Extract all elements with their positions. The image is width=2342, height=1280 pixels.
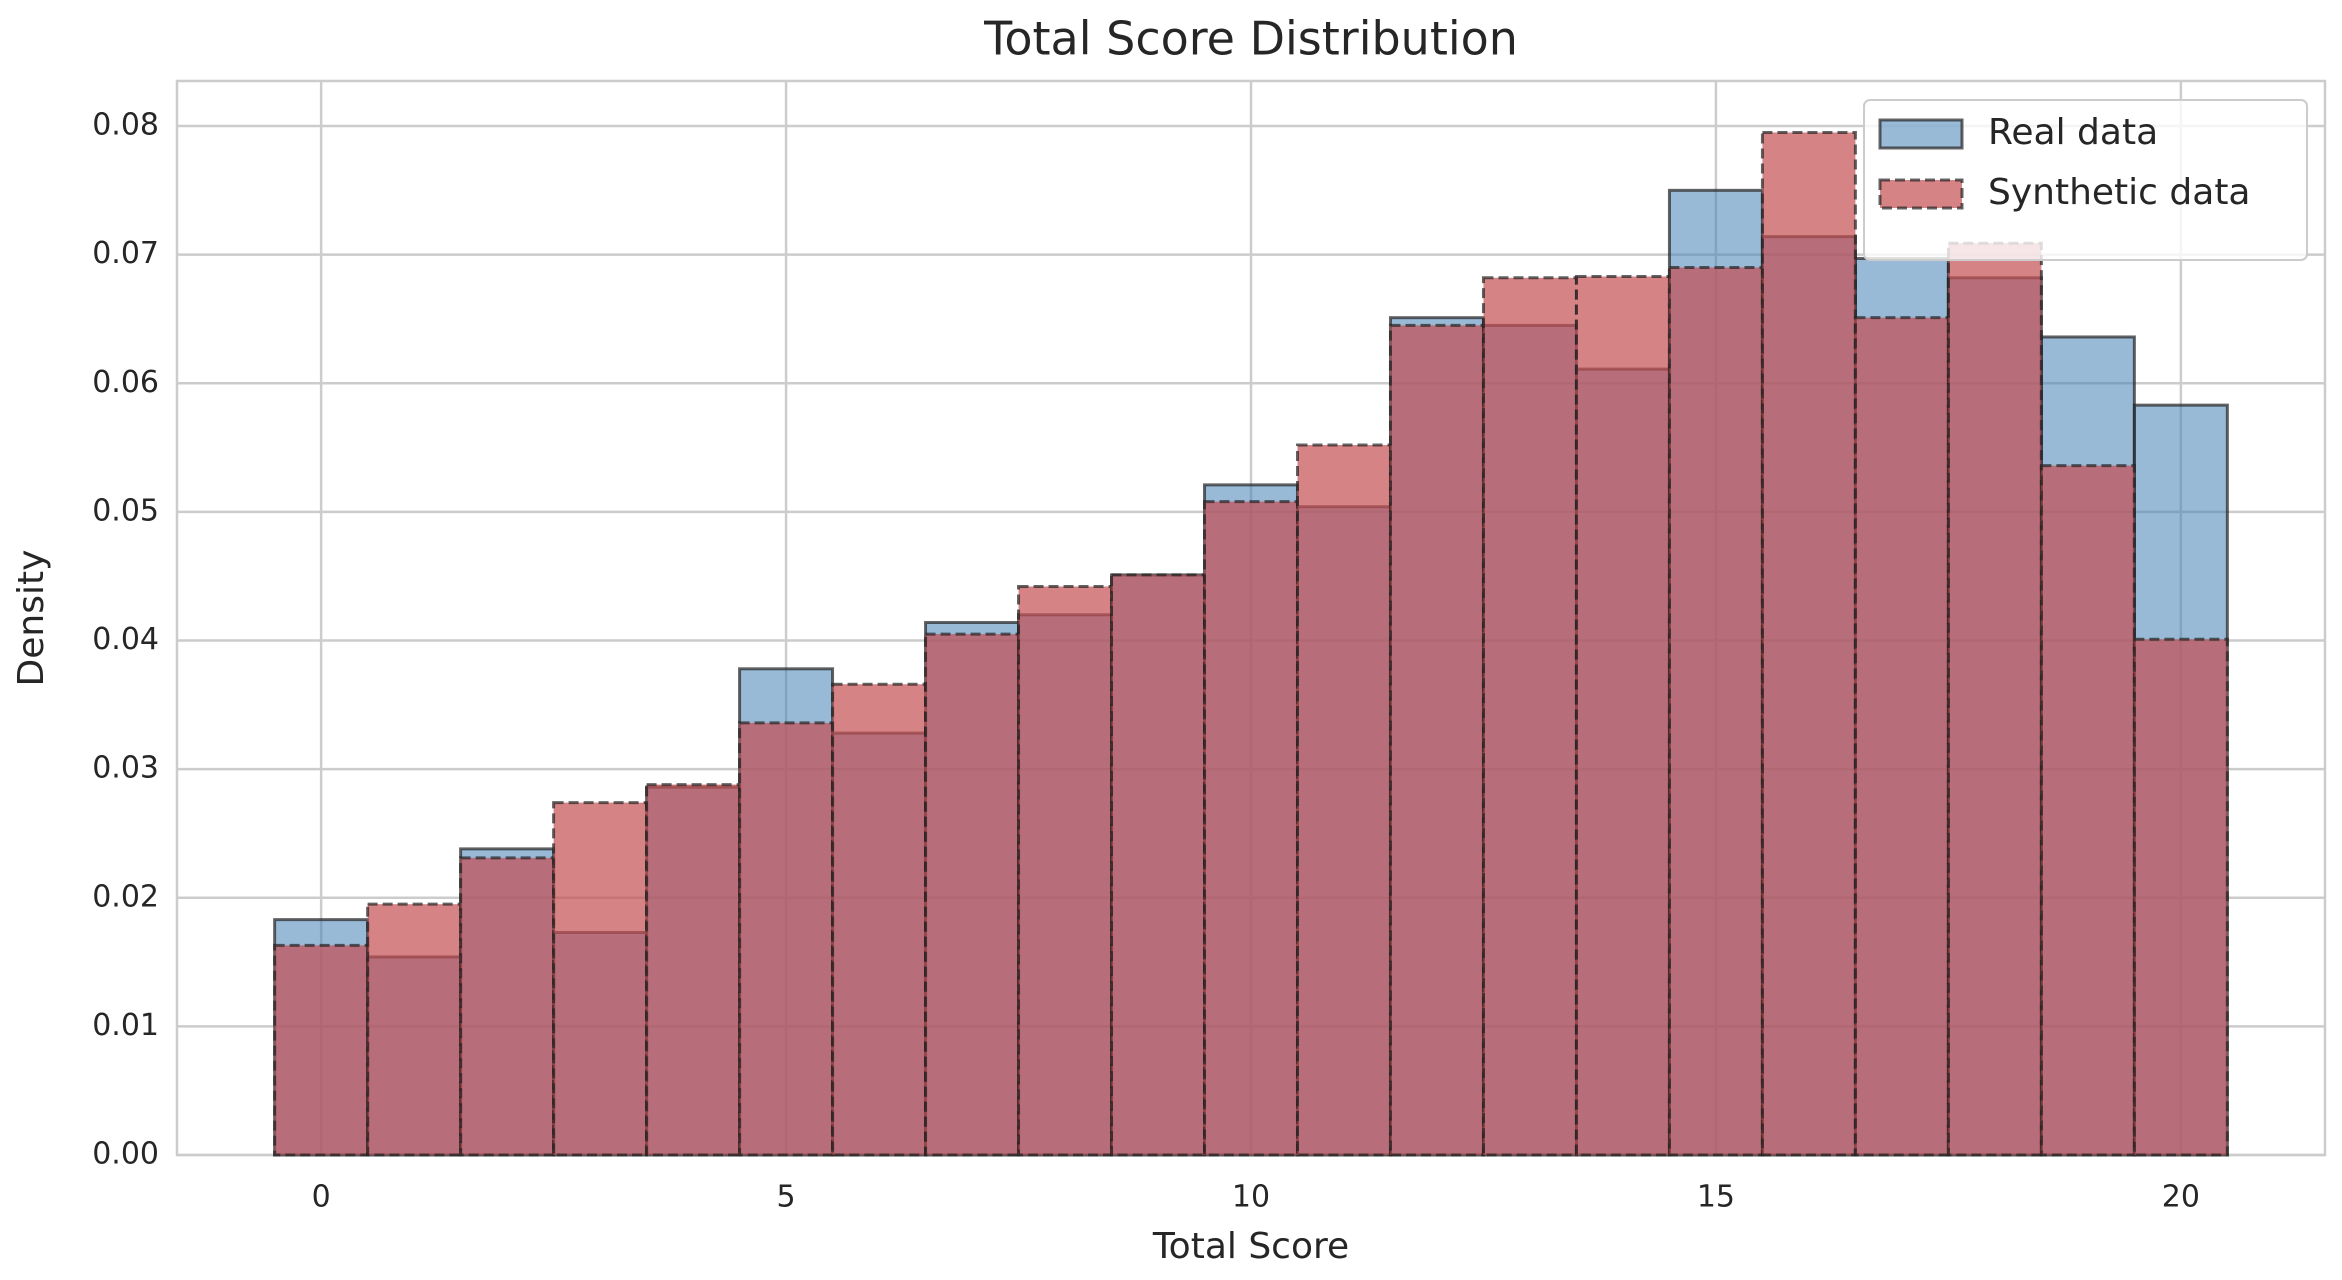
histogram-bar [273,943,370,1157]
histogram-bar [1667,266,1764,1157]
legend-label: Real data [1988,112,2158,153]
y-tick-label: 0.03 [92,751,159,786]
histogram-bar [738,721,835,1157]
histogram-bar [1110,573,1207,1157]
histogram-bar [1388,323,1485,1157]
y-tick-label: 0.04 [92,622,159,657]
legend-swatch [1878,118,1964,150]
y-tick-label: 0.08 [92,108,159,143]
histogram-bar [1203,500,1299,1157]
histogram-bar [1017,584,1114,1157]
x-tick-label: 15 [1697,1180,1735,1215]
x-axis-label: Total Score [1152,1226,1349,1267]
histogram-bar [2132,637,2229,1157]
chart-title: Total Score Distribution [983,12,1518,66]
legend-box [1863,99,2308,261]
y-tick-label: 0.02 [92,879,159,914]
x-tick-label: 20 [2162,1180,2200,1215]
y-tick-label: 0.06 [92,365,159,400]
histogram-bar [366,902,463,1157]
histogram-bar [552,801,649,1157]
histogram-bar [459,856,556,1157]
y-tick-label: 0.01 [92,1008,159,1043]
histogram-bar [1574,275,1671,1157]
histogram-bar [831,682,928,1157]
y-tick-label: 0.00 [92,1137,159,1172]
legend-swatch [1878,178,1964,210]
histogram-bar [1946,241,2043,1157]
x-tick-label: 10 [1232,1180,1270,1215]
histogram-bar [1760,130,1857,1157]
y-tick-label: 0.05 [92,493,159,528]
histogram-bar [1481,276,1578,1157]
histogram-bar [2039,464,2136,1157]
histogram-bar [1295,443,1392,1157]
histogram-bar [1853,316,1950,1157]
y-axis-label: Density [11,550,52,687]
y-tick-label: 0.07 [92,236,159,271]
legend-label: Synthetic data [1988,172,2251,213]
x-tick-label: 0 [312,1180,331,1215]
histogram-bar [924,632,1021,1157]
x-tick-label: 5 [777,1180,796,1215]
histogram-bar [645,783,742,1157]
